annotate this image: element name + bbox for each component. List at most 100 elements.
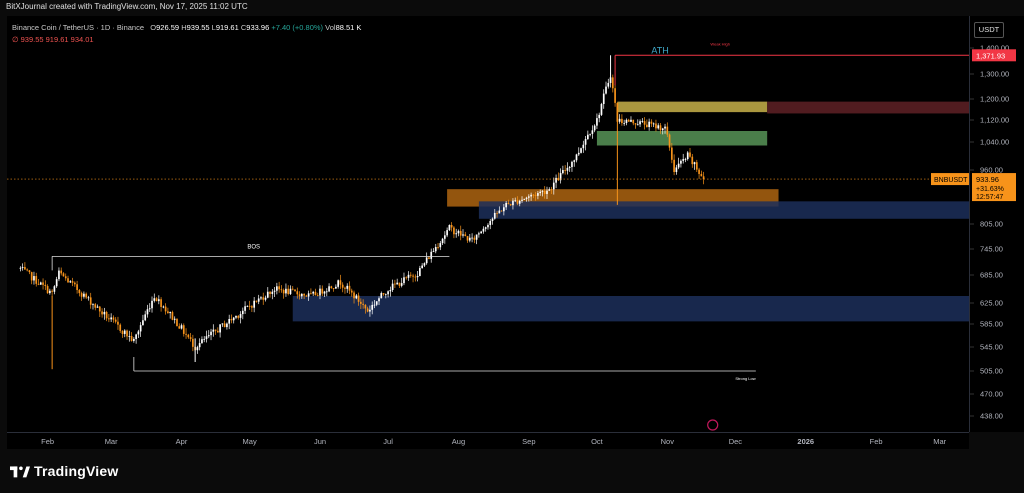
candle-body bbox=[362, 303, 364, 305]
candle-body bbox=[307, 293, 310, 297]
candle-body bbox=[600, 104, 603, 115]
candle-body bbox=[103, 311, 106, 315]
candle-body bbox=[419, 268, 421, 277]
candle-body bbox=[53, 286, 56, 292]
candle-body bbox=[487, 224, 489, 228]
candle-body bbox=[157, 299, 160, 302]
candle-body bbox=[675, 167, 678, 173]
candle-body bbox=[89, 297, 92, 305]
candle-body bbox=[216, 330, 219, 333]
currency-button[interactable]: USDT bbox=[974, 22, 1004, 38]
candle-body bbox=[616, 102, 619, 122]
candle-body bbox=[577, 152, 580, 155]
candle-body bbox=[500, 210, 503, 212]
chart-area[interactable]: ATH Weak High BOS Strong Low BNBUSDT bbox=[7, 16, 969, 432]
close-label: C bbox=[240, 23, 247, 32]
candle-body bbox=[548, 189, 551, 191]
price-tick-label: 505.00 bbox=[980, 367, 1003, 376]
symbol-legend: Binance Coin / TetherUS · 1D · Binance O… bbox=[12, 23, 361, 32]
candle-body bbox=[459, 230, 462, 236]
candle-body bbox=[73, 282, 76, 285]
last-price-tag bbox=[972, 173, 1016, 202]
candle-body bbox=[246, 305, 249, 307]
candle-body bbox=[348, 285, 351, 291]
candle-body bbox=[151, 300, 153, 309]
candle-body bbox=[466, 236, 469, 241]
candle-body bbox=[114, 319, 117, 322]
candle-body bbox=[328, 286, 330, 292]
open-label: O bbox=[150, 23, 157, 32]
candle-body bbox=[525, 197, 528, 199]
candle-body bbox=[695, 162, 698, 170]
candle-body bbox=[223, 323, 226, 328]
time-tick-label: May bbox=[243, 437, 257, 446]
candle-body bbox=[228, 319, 231, 324]
candle-body bbox=[382, 293, 385, 295]
candle-body bbox=[71, 281, 74, 283]
candle-body bbox=[700, 173, 703, 177]
candle-body bbox=[176, 318, 178, 327]
candle-body bbox=[428, 257, 430, 259]
candle-body bbox=[253, 300, 256, 308]
candle-body bbox=[160, 299, 162, 307]
candle-body bbox=[244, 306, 246, 311]
time-tick-label: Mar bbox=[933, 437, 946, 446]
candle-body bbox=[344, 287, 346, 289]
candle-body bbox=[369, 309, 371, 312]
candle-body bbox=[167, 311, 169, 314]
candle-body bbox=[484, 227, 487, 229]
candle-body bbox=[46, 286, 49, 294]
candle-body bbox=[430, 251, 433, 259]
candle-body bbox=[682, 159, 685, 161]
candle-body bbox=[587, 134, 589, 140]
candle-body bbox=[521, 199, 523, 201]
candle-body bbox=[573, 160, 576, 162]
change-value: +7.40 (+0.80%) bbox=[271, 23, 324, 32]
price-chart[interactable]: ATH Weak High BOS Strong Low BNBUSDT bbox=[7, 16, 969, 432]
candle-body bbox=[398, 282, 401, 286]
candle-body bbox=[371, 304, 374, 310]
candle-body bbox=[30, 272, 33, 281]
candle-body bbox=[661, 128, 664, 131]
time-axis[interactable]: Feb Mar Apr May Jun Jul Aug Sep Oct Nov Dec 2026 Feb… bbox=[7, 432, 969, 449]
candle-body bbox=[51, 290, 53, 292]
candle-body bbox=[108, 318, 110, 320]
candle-body bbox=[119, 324, 122, 331]
candle-body bbox=[518, 200, 521, 204]
candle-body bbox=[316, 295, 319, 296]
candle-body bbox=[287, 288, 290, 294]
candle-body bbox=[21, 266, 24, 268]
candle-body bbox=[319, 288, 321, 296]
candle-body bbox=[162, 306, 165, 308]
candle-body bbox=[123, 330, 126, 334]
candle-body bbox=[178, 326, 181, 329]
candle-body bbox=[364, 304, 367, 309]
candle-body bbox=[142, 320, 144, 326]
candle-body bbox=[512, 200, 514, 206]
candle-body bbox=[210, 331, 212, 336]
candle-body bbox=[450, 224, 453, 228]
candle-body bbox=[214, 329, 217, 331]
candle-body bbox=[39, 282, 42, 285]
candle-body bbox=[28, 270, 31, 273]
candle-body bbox=[248, 305, 251, 307]
tradingview-logo[interactable]: TradingView bbox=[10, 463, 118, 479]
candle-body bbox=[325, 291, 328, 293]
candle-body bbox=[496, 212, 498, 214]
candle-body bbox=[133, 338, 135, 341]
zone-green bbox=[596, 131, 768, 146]
candle-body bbox=[44, 284, 47, 287]
price-tick-label: 545.00 bbox=[980, 343, 1003, 352]
candle-body bbox=[559, 173, 562, 181]
volume-label: Vol bbox=[325, 23, 336, 32]
candle-body bbox=[668, 134, 671, 148]
candle-body bbox=[689, 152, 691, 157]
candle-body bbox=[35, 276, 38, 284]
symbol-tag bbox=[931, 173, 969, 186]
candle-body bbox=[305, 295, 308, 297]
price-axis[interactable]: 1,400.00 1,300.00 1,200.00 1,120.00 1,040.00… bbox=[969, 16, 1024, 432]
candle-body bbox=[341, 284, 344, 288]
time-tick-label: Apr bbox=[176, 437, 188, 446]
candle-body bbox=[673, 159, 675, 173]
candle-body bbox=[69, 281, 72, 283]
